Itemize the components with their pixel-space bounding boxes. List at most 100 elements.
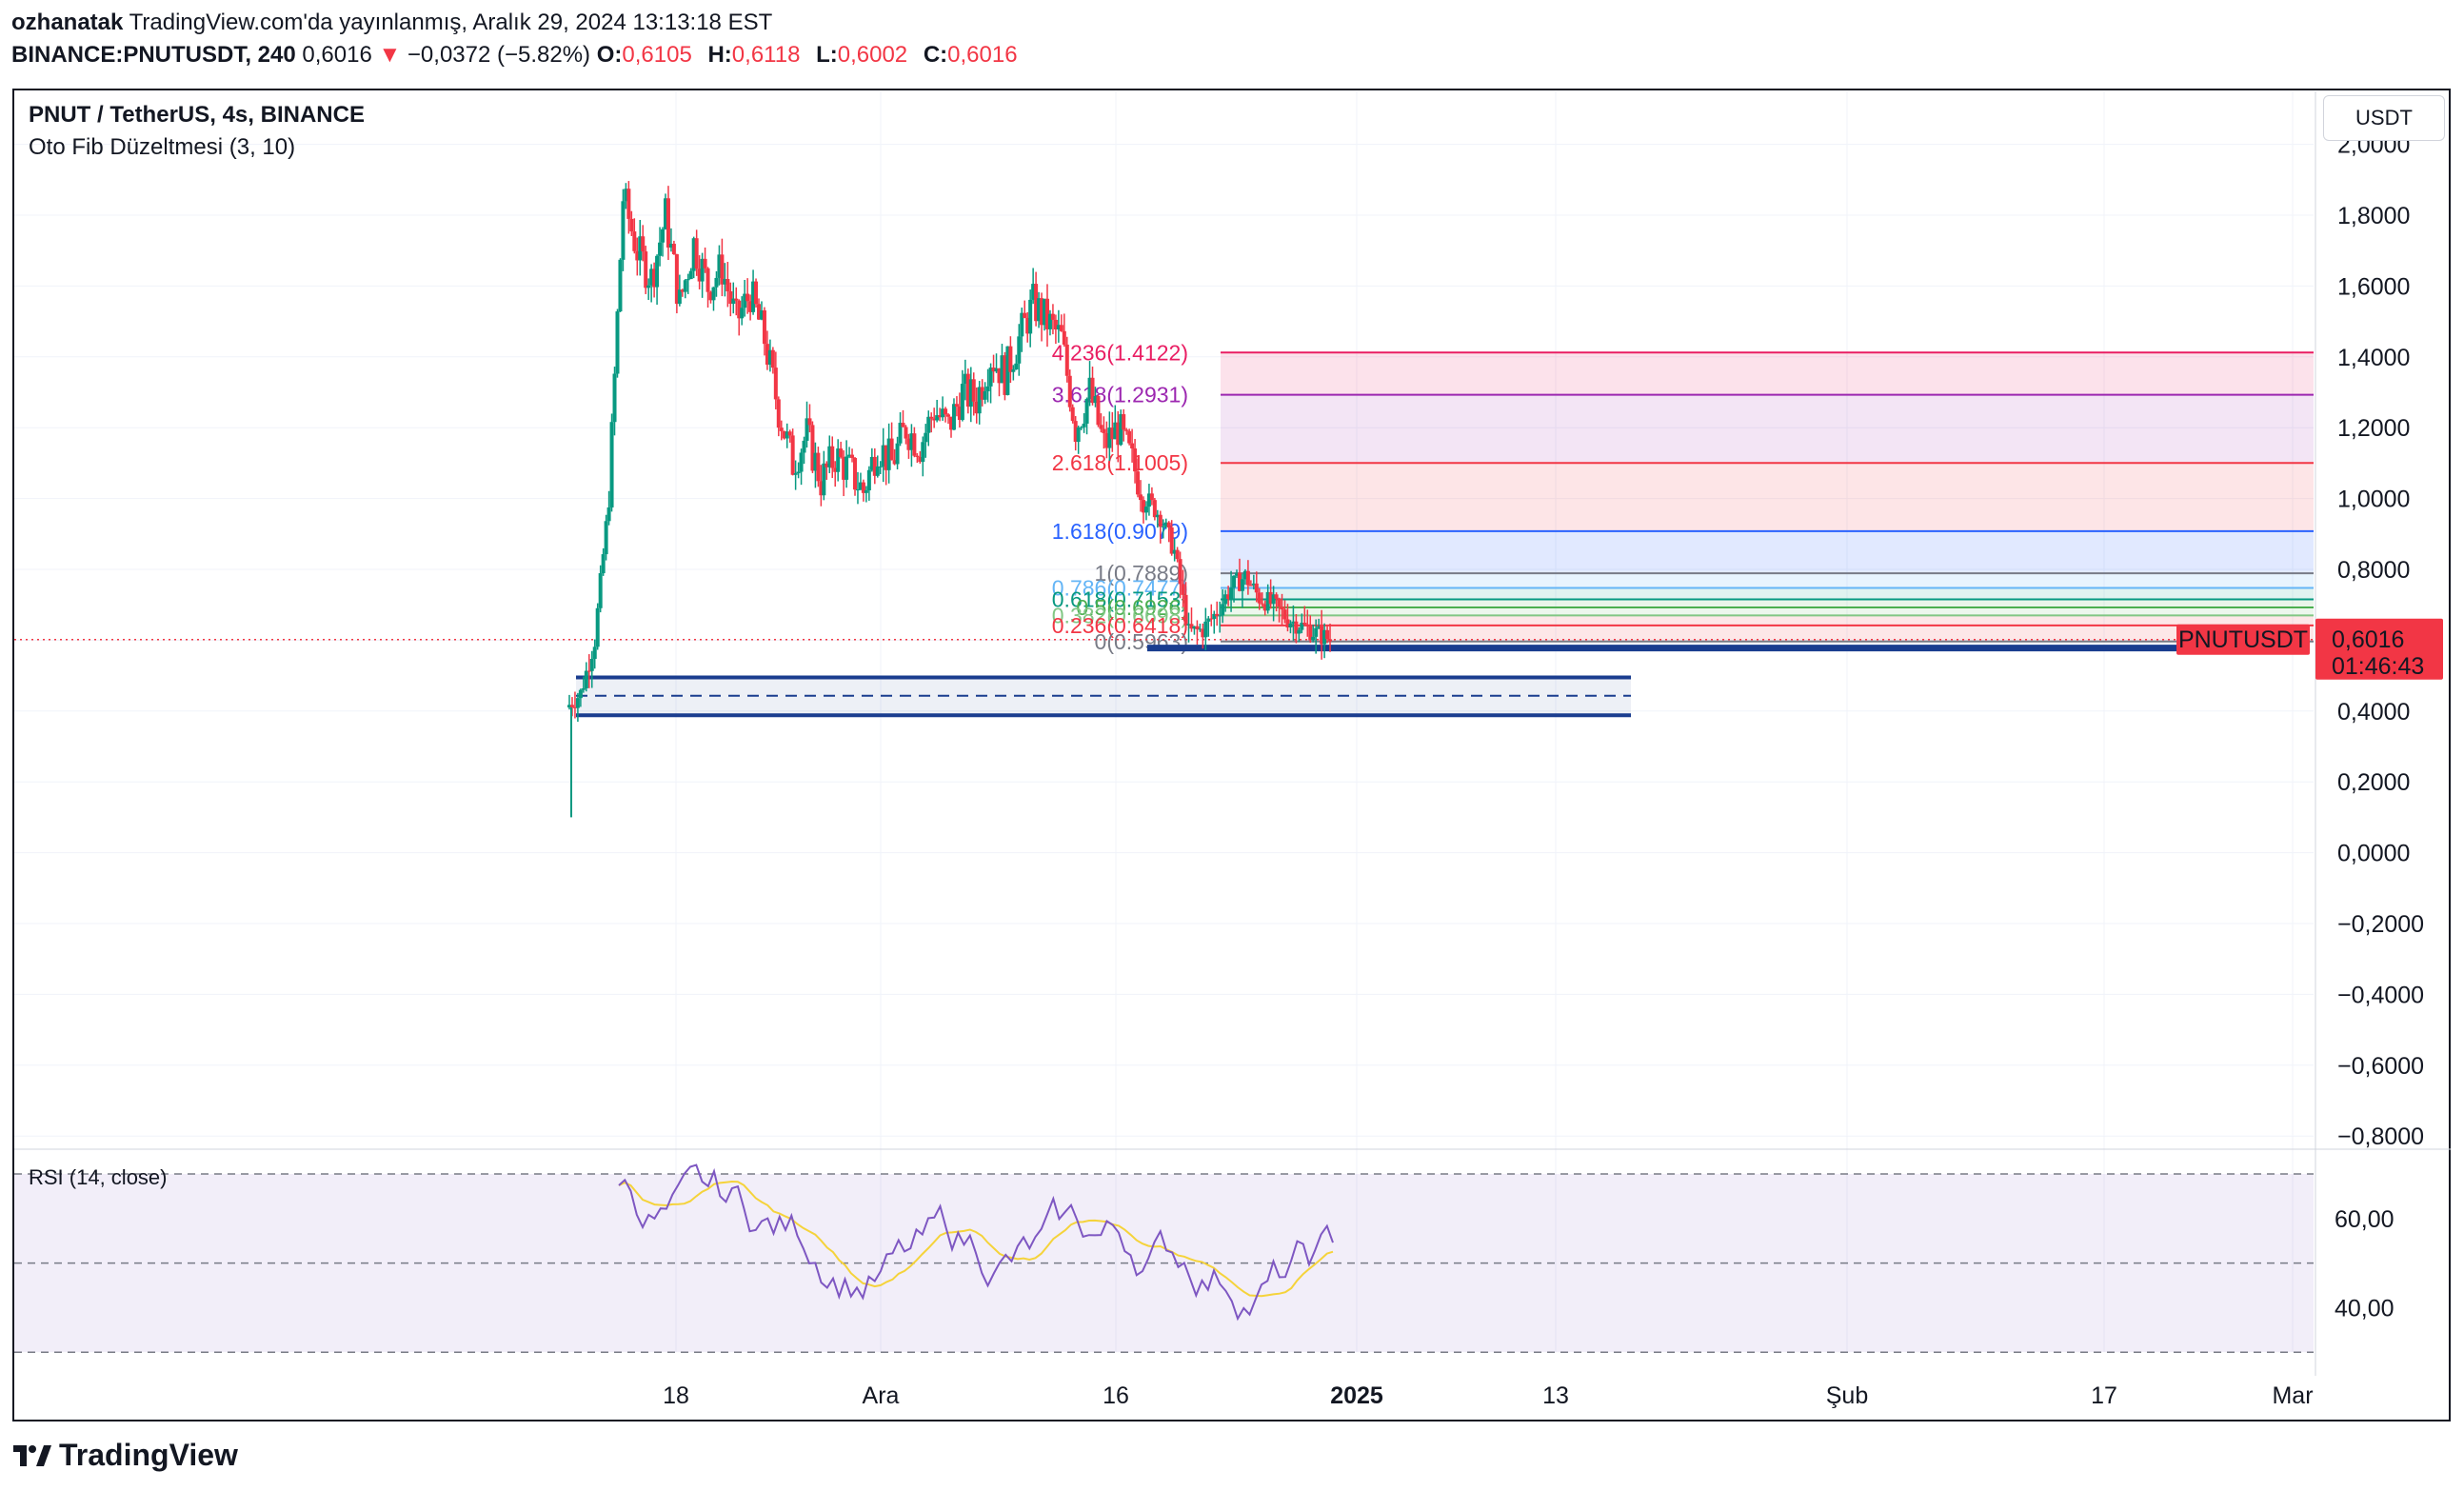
candle-body (1178, 559, 1182, 585)
rsi-title[interactable]: RSI (14, close) (29, 1165, 168, 1189)
candle-body (1107, 427, 1112, 448)
candle-body (968, 379, 973, 408)
candle-body (615, 311, 620, 374)
publish-info: ozhanatak TradingView.com'da yayınlanmış… (11, 10, 772, 36)
candle-body (1297, 629, 1302, 634)
candle-body (1149, 493, 1154, 501)
symbol-info-bar: BINANCE:PNUTUSDT, 240 0,6016 ▼ −0,0372 (… (11, 42, 1027, 69)
candle-body (606, 507, 611, 522)
candle-body (743, 293, 747, 308)
candle-body (932, 418, 937, 421)
candle-body (869, 456, 874, 470)
candle-body (782, 430, 786, 439)
candle-body (725, 279, 730, 291)
fib-zone (1221, 606, 2314, 616)
candle-body (604, 521, 608, 555)
candle-body (842, 456, 846, 480)
candle-body (994, 368, 999, 372)
candle-body (751, 281, 756, 312)
candle-body (598, 573, 603, 608)
y-tick-label: 0,4000 (2337, 699, 2410, 726)
candle-body (935, 415, 940, 421)
candle-body (655, 255, 660, 288)
candle-body (629, 218, 634, 232)
candle-body (941, 408, 945, 418)
candle-body (773, 368, 778, 400)
candle-body (1064, 344, 1069, 376)
chart-title[interactable]: PNUT / TetherUS, 4s, BINANCE (29, 102, 365, 128)
author-name[interactable]: ozhanatak (11, 10, 124, 35)
candle-body (1119, 414, 1123, 446)
candle-body (638, 236, 643, 261)
y-tick-label: −0,6000 (2337, 1053, 2424, 1080)
candle-body (822, 463, 826, 496)
candle-body (807, 418, 812, 426)
fib-level-label: 0.382(0.6698) (1052, 603, 1188, 627)
candle-body (921, 442, 925, 463)
candle-body (983, 390, 987, 400)
candle-body (805, 418, 809, 441)
candle-body (1282, 609, 1287, 620)
candle-body (581, 687, 586, 690)
candle-body (1314, 627, 1319, 637)
y-tick-label: 1,4000 (2337, 345, 2410, 371)
candle-body (618, 259, 623, 312)
candle-body (694, 238, 699, 269)
candle-body (1155, 514, 1160, 518)
candle-body (963, 373, 967, 385)
rsi-tick-label: 40,00 (2335, 1295, 2394, 1322)
candle-body (1031, 284, 1036, 300)
y-tick-label: 1,6000 (2337, 273, 2410, 300)
candle-body (810, 425, 815, 471)
candle-body (1237, 572, 1242, 591)
currency-button[interactable]: USDT (2323, 95, 2445, 141)
candle-body (861, 482, 865, 493)
candle-body (915, 455, 920, 457)
candle-body (1034, 284, 1039, 322)
candle-body (1025, 317, 1030, 334)
candle-body (1067, 375, 1072, 408)
candle-body (901, 423, 905, 427)
fib-retracement: 4.236(1.4122) 3.618(1.2931) 2.618(1.1005) 1… (1052, 340, 2314, 654)
candle-body (1240, 579, 1244, 591)
candle-body (688, 270, 693, 280)
indicator-label[interactable]: Oto Fib Düzeltmesi (3, 10) (29, 134, 296, 160)
candle-body (1020, 312, 1024, 337)
candle-body (649, 268, 654, 286)
candle-body (1302, 623, 1307, 625)
candle-body (929, 416, 934, 419)
candle-body (1242, 570, 1247, 580)
candle-body (1203, 621, 1208, 638)
candle-body (700, 258, 705, 282)
candle-body (1062, 330, 1066, 345)
candle-body (1056, 325, 1061, 330)
candle-body (612, 373, 617, 423)
fib-zone (1221, 573, 2314, 588)
candle-body (1146, 493, 1151, 507)
candle-body (1308, 626, 1313, 641)
candle-body (759, 310, 764, 320)
candle-body (1082, 423, 1086, 427)
candle-body (677, 289, 682, 305)
candle-body (833, 467, 838, 472)
tradingview-logo[interactable]: TradingView (11, 1438, 238, 1473)
candle-body (1073, 421, 1078, 443)
candle-body (1011, 369, 1016, 372)
candle-body (875, 466, 880, 476)
candle-body (1262, 604, 1267, 611)
candle-body (985, 386, 990, 391)
fib-level-label: 1(0.7889) (1095, 561, 1188, 586)
candle-body (1288, 623, 1293, 627)
candle-body (1003, 355, 1007, 395)
candle-body (632, 231, 637, 251)
fib-zone (1221, 599, 2314, 607)
candle-body (578, 689, 583, 699)
candle-body (1291, 621, 1296, 624)
candle-body (1172, 549, 1177, 554)
candle-body (1257, 592, 1262, 604)
candle-body (1294, 621, 1299, 634)
candle-body (1130, 443, 1135, 448)
candle-body (1280, 606, 1284, 610)
